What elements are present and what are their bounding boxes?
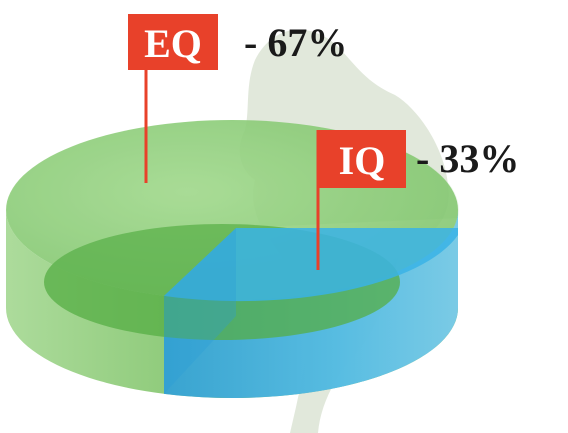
flag-separator: - (416, 136, 439, 181)
flag-separator: - (244, 20, 267, 65)
flag-iq: IQ - 33% (316, 130, 519, 270)
flag-label: IQ (339, 138, 386, 183)
flag-value-text: - 67% (244, 20, 347, 65)
flag-banner (318, 130, 406, 188)
flag-banner (128, 14, 218, 70)
flag-label: EQ (144, 21, 202, 66)
flag-eq: EQ - 67% (128, 14, 347, 183)
flag-percent: 33% (439, 136, 519, 181)
flag-percent: 67% (267, 20, 347, 65)
pie-slice-iq-face (164, 228, 236, 394)
pie-slice-iq (164, 228, 458, 302)
flag-value-text: - 33% (416, 136, 519, 181)
